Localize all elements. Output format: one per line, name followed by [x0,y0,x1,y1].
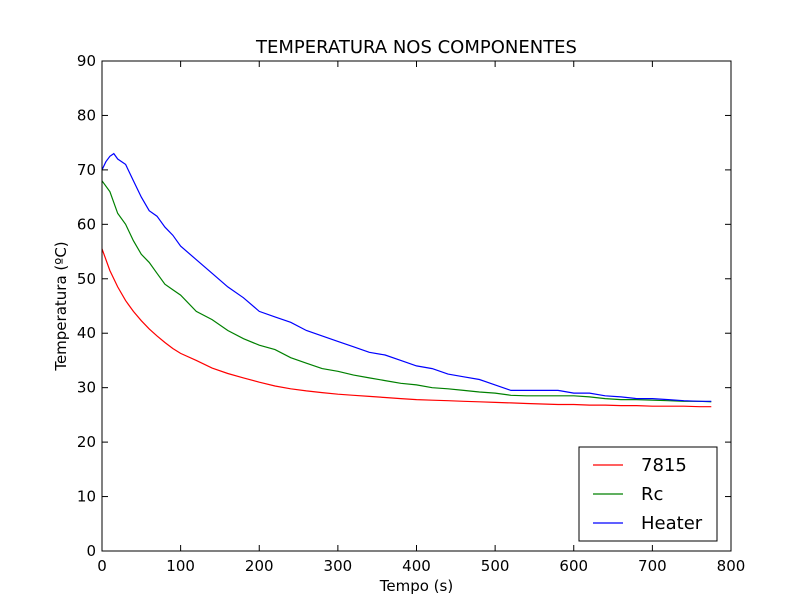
chart-title: TEMPERATURA NOS COMPONENTES [255,37,577,58]
x-tick-label: 700 [638,557,667,575]
legend-label-7815: 7815 [641,455,687,476]
y-tick-label: 70 [77,161,96,179]
y-tick-label: 10 [77,488,96,506]
x-tick-label: 400 [402,557,431,575]
x-tick-label: 200 [245,557,274,575]
series-line-heater [101,152,712,402]
y-tick-label: 50 [77,270,96,288]
x-tick-label: 500 [481,557,510,575]
y-tick-label: 80 [77,106,96,124]
legend-label-rc: Rc [641,484,663,505]
legend-label-heater: Heater [641,513,703,534]
x-tick-label: 100 [166,557,195,575]
y-tick-label: 60 [77,215,96,233]
x-axis-label: Tempo (s) [379,577,453,595]
y-tick-label: 20 [77,433,96,451]
y-tick-label: 30 [77,379,96,397]
y-axis-label: Temperatura (ºC) [52,241,70,371]
legend: 7815 Rc Heater [578,446,718,542]
x-tick-label: 800 [717,557,746,575]
x-tick-label: 600 [559,557,588,575]
x-tick-label: 300 [324,557,353,575]
ticks-layer: 0 100 200 300 400 500 600 700 800 0 10 20 30 40 50 60 70… [77,52,745,575]
y-tick-label: 90 [77,52,96,70]
series-line-rc [101,180,712,403]
series-layer [101,152,712,408]
y-tick-label: 0 [86,542,96,560]
x-tick-label: 0 [97,557,107,575]
y-tick-label: 40 [77,324,96,342]
series-line-7815 [101,248,712,408]
